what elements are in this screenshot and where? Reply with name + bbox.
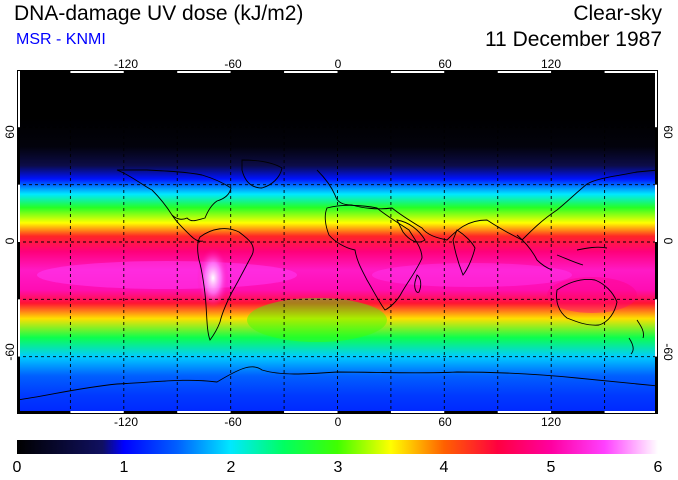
- sky-condition: Clear-sky: [573, 2, 662, 25]
- southeast-asia-outline: [516, 234, 608, 271]
- frame-segment: [17, 299, 20, 357]
- colorbar-label: 0: [12, 459, 22, 476]
- frame-segment: [655, 184, 658, 242]
- lat-tick-right: -60: [661, 343, 675, 361]
- lon-tick-top: -60: [224, 57, 242, 71]
- map-title: DNA-damage UV dose (kJ/m2): [14, 2, 304, 25]
- frame-segment: [655, 242, 658, 300]
- lat-tick-left: 0: [3, 237, 17, 245]
- colorbar-label: 3: [333, 459, 343, 476]
- frame-segment: [551, 411, 605, 414]
- frame-segment: [177, 411, 231, 414]
- frame-segment: [70, 411, 124, 414]
- frame-segment: [497, 411, 552, 414]
- frame-segment: [337, 411, 391, 414]
- map-subtitle: MSR - KNMI: [16, 31, 106, 48]
- africa-outline: [324, 204, 423, 311]
- frame-segment: [655, 70, 658, 128]
- frame-segment: [17, 70, 71, 73]
- frame-segment: [337, 70, 391, 73]
- lat-tick-right: 0: [661, 237, 675, 245]
- frame-segment: [17, 356, 20, 414]
- frame-segment: [655, 127, 658, 185]
- greenland-outline: [241, 159, 283, 189]
- frame-segment: [123, 70, 178, 73]
- frame-segment: [284, 411, 338, 414]
- madagascar-outline: [414, 274, 422, 293]
- frame-segment: [655, 299, 658, 357]
- lon-tick-bottom: -60: [224, 415, 242, 429]
- coastlines: [17, 159, 658, 401]
- frame-segment: [17, 411, 71, 414]
- australia-band: [547, 277, 637, 313]
- frame-segment: [17, 127, 20, 185]
- pacific-south-band: [37, 261, 297, 289]
- frame-segment: [177, 70, 231, 73]
- lon-tick-top: -120: [113, 57, 139, 71]
- graticule: [17, 70, 658, 414]
- lon-tick-bottom: 60: [438, 415, 452, 429]
- frame-segment: [604, 70, 658, 73]
- lat-tick-left: -60: [3, 343, 17, 361]
- lat-tick-right: 60: [661, 125, 675, 139]
- colorbar-label: 4: [439, 459, 449, 476]
- colorbar-label: 1: [119, 459, 129, 476]
- frame-segment: [497, 70, 552, 73]
- colorbar: [17, 440, 658, 454]
- new-zealand-outline: [628, 319, 644, 355]
- south-america-outline: [197, 228, 254, 341]
- frame-segment: [444, 70, 498, 73]
- frame-segment: [123, 411, 178, 414]
- colorbar-label: 5: [546, 459, 556, 476]
- map-border: [17, 70, 658, 414]
- frame-segment: [17, 70, 20, 128]
- arabia-outline: [396, 219, 426, 243]
- colorbar-label: 2: [226, 459, 236, 476]
- andes-hotspot: [197, 248, 229, 308]
- north-america-outline: [116, 169, 232, 222]
- lon-tick-top: 60: [438, 57, 452, 71]
- lon-tick-bottom: 120: [540, 415, 562, 429]
- frame-segment: [230, 411, 285, 414]
- india-outline: [452, 229, 476, 276]
- frame-segment: [17, 242, 20, 300]
- australia-outline: [556, 279, 618, 326]
- europe-asia-outline: [316, 169, 658, 241]
- frame-segment: [230, 70, 285, 73]
- lat-tick-left: 60: [3, 125, 17, 139]
- lon-tick-bottom: 0: [334, 415, 342, 429]
- antarctica-outline: [17, 366, 658, 401]
- frame-segment: [655, 356, 658, 414]
- frame-segment: [551, 70, 605, 73]
- map-frame: [17, 70, 658, 414]
- map-date: 11 December 1987: [484, 28, 662, 51]
- south-atlantic-band: [247, 298, 387, 342]
- lon-tick-top: 0: [334, 57, 342, 71]
- uv-dose-map: [17, 70, 658, 414]
- indian-ocean-band: [372, 263, 572, 287]
- frame-segment: [284, 70, 338, 73]
- frame-segment: [390, 70, 445, 73]
- frame-segment: [70, 70, 124, 73]
- frame-segment: [604, 411, 658, 414]
- frame-segment: [444, 411, 498, 414]
- lon-tick-top: 120: [540, 57, 562, 71]
- colorbar-label: 6: [653, 459, 663, 476]
- lon-tick-bottom: -120: [113, 415, 139, 429]
- colorbar-gradient: [17, 440, 658, 454]
- frame-segment: [17, 184, 20, 242]
- frame-segment: [390, 411, 445, 414]
